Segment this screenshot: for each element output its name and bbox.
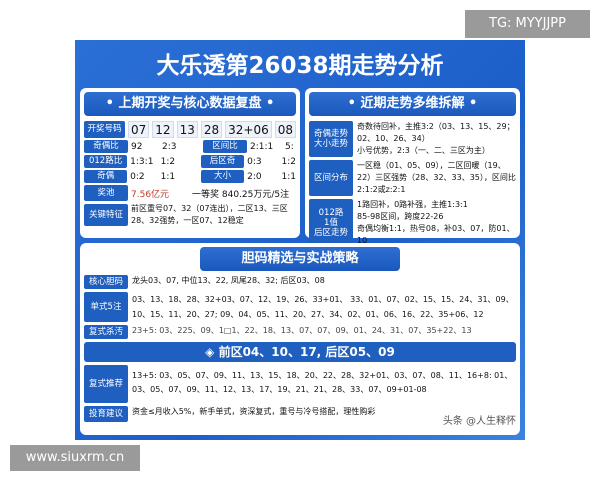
trend-label: 012路	[318, 207, 344, 218]
stat-value: 92	[131, 141, 143, 152]
trend-label: 奇偶走势	[313, 128, 348, 139]
single-numbers: 03、13、18、28、32+03、07、12、19、26、33+01、 33、…	[132, 295, 514, 319]
stat-label: 奇偶比	[84, 140, 128, 153]
kill-numbers: 23+5: 03、225、09、1□1、22、18、13、07、07、09、01…	[132, 326, 472, 335]
stat-value: 2:0	[247, 171, 262, 182]
trend-label: 后区走势	[313, 228, 348, 239]
stat-label: 大小	[200, 170, 245, 183]
right-header: • 近期走势多维拆解 •	[309, 92, 516, 116]
stat-value: 2:1:1	[250, 141, 274, 152]
watermark-top: TG: MYYJJPP	[465, 10, 590, 38]
stat-label: 后区奇	[200, 155, 245, 168]
draw-number: 07	[128, 121, 150, 138]
trend-group: 区间分布 一区稳（01、05、09），二区回暖（19、22）三区强势（28、32、…	[309, 160, 516, 196]
pool-label: 奖池	[84, 185, 128, 201]
core-numbers: 龙头03、07, 中位13、22, 凤尾28、32; 后区03、08	[132, 276, 325, 285]
stat-label: 012路比	[84, 155, 128, 168]
trend-text: 1路回补，0路补强，主推1:3:1	[357, 200, 468, 209]
draw-label: 开奖号码	[84, 121, 125, 138]
trend-text: 奇数待回补，主推3:2（03、13、15、29；02、10、26、34）	[357, 122, 515, 143]
trend-label: 大小走势	[313, 139, 348, 149]
trend-text: 奇偶均衡1:1，热号08，补03、07，防01、10	[357, 224, 515, 245]
trend-text: 一区稳（01、05、09），二区回暖（19、22）三区强势（28、32、33、3…	[357, 161, 516, 194]
draw-number: 32+06	[225, 121, 272, 138]
trend-group: 奇偶走势 大小走势 奇数待回补，主推3:2（03、13、15、29；02、10、26…	[309, 121, 516, 157]
stat-row: 奇偶 0:2 1:1 大小 2:0 1:1	[84, 170, 296, 183]
trend-text: 85-98区间，跨度22-26	[357, 212, 444, 221]
bottom-header: 胆码精选与实战策略	[200, 247, 400, 271]
stat-row: 奇偶比 92 2:3 区间比 2:1:1 5:	[84, 140, 296, 153]
stat-value: 1:3:1	[130, 156, 154, 167]
trend-group: 012路 1值 后区走势 1路回补，0路补强，主推1:3:1 85-98区间，跨度22-…	[309, 199, 516, 247]
stat-value: 2:3	[162, 141, 177, 152]
advice-text: 资金≤月收入5%，新手单式，资深复式，重号与冷号搭配，理性购彩	[132, 407, 376, 416]
stat-value: 5:	[285, 141, 294, 152]
right-panel: • 近期走势多维拆解 • 奇偶走势 大小走势 奇数待回补，主推3:2（03、13、1…	[305, 88, 520, 247]
left-panel: • 上期开奖与核心数据复盘 • 开奖号码 07 12 13 28 32+06 0…	[80, 88, 300, 238]
draw-number: 08	[274, 121, 296, 138]
first-prize: 一等奖 840.25万元/5注	[192, 189, 290, 200]
stat-value: 0:3	[247, 156, 262, 167]
draw-number: 13	[176, 121, 198, 138]
stat-value: 0:2	[130, 171, 145, 182]
draw-number: 12	[152, 121, 174, 138]
kill-label: 复式杀汚	[84, 325, 128, 339]
pool-value: 7.56亿元	[131, 189, 170, 200]
stat-value: 1:2	[281, 156, 296, 167]
draw-number: 28	[200, 121, 223, 138]
key-label: 关键特征	[84, 204, 128, 226]
stat-row: 012路比 1:3:1 1:2 后区奇 0:3 1:2	[84, 155, 296, 168]
multi-label: 复式推荐	[84, 365, 128, 403]
trend-label: 1值	[324, 217, 338, 228]
core-label: 核心胆码	[84, 275, 128, 289]
left-header: • 上期开奖与核心数据复盘 •	[84, 92, 296, 116]
stat-value: 1:2	[160, 156, 176, 167]
trend-label: 区间分布	[313, 172, 348, 183]
single-label: 单式5注	[84, 292, 128, 322]
stat-value: 1:1	[160, 171, 176, 182]
poster: 大乐透第26038期走势分析 • 上期开奖与核心数据复盘 • 开奖号码 07 1…	[75, 40, 525, 440]
stat-label: 奇偶	[84, 170, 128, 183]
trend-text: 小号优势，2:3（一、二、三区为主）	[357, 146, 490, 155]
stat-value: 1:1	[281, 171, 296, 182]
watermark-bottom: www.siuxrm.cn	[10, 445, 140, 471]
poster-title: 大乐透第26038期走势分析	[156, 53, 444, 79]
author-signature: 头条 @人生释怀	[442, 416, 516, 427]
pick-banner: ◈ 前区04、10、17, 后区05、09	[84, 342, 516, 362]
bottom-panel: 胆码精选与实战策略 核心胆码 龙头03、07, 中位13、22, 凤尾28、32;…	[80, 243, 520, 435]
stat-label: 区间比	[203, 140, 247, 153]
multi-numbers: 13+5: 03、05、07、09、11、13、15、18、20、22、28、3…	[132, 371, 513, 394]
key-features: 前区重号07、32（07连出），二区13、三区28、32强势，一区07、12稳定	[131, 204, 288, 225]
advice-label: 投育建议	[84, 406, 128, 422]
